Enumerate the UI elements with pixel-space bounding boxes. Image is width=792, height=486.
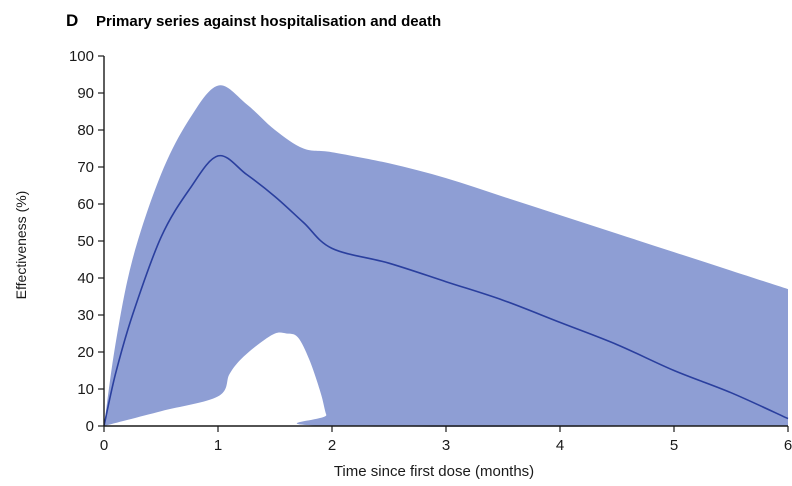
- axes: 0 10 20 30 40 50 60 70 80 90 100 0 1 2 3 4 5 6: [69, 48, 792, 454]
- x-tick-label: 0: [100, 437, 108, 454]
- x-tick-label: 4: [556, 437, 564, 454]
- y-tick-label: 20: [77, 344, 94, 361]
- y-tick-label: 30: [77, 307, 94, 324]
- y-axis-label: Effectiveness (%): [13, 191, 29, 300]
- y-tick-label: 70: [77, 159, 94, 176]
- panel-letter: D: [66, 11, 78, 30]
- y-tick-label: 90: [77, 85, 94, 102]
- y-ticks: 0 10 20 30 40 50 60 70 80 90 100: [69, 48, 104, 435]
- x-ticks: 0 1 2 3 4 5 6: [100, 426, 792, 454]
- x-tick-label: 5: [670, 437, 678, 454]
- y-tick-label: 40: [77, 270, 94, 287]
- x-tick-label: 3: [442, 437, 450, 454]
- x-axis-label: Time since first dose (months): [334, 463, 534, 480]
- x-tick-label: 1: [214, 437, 222, 454]
- y-tick-label: 0: [86, 418, 94, 435]
- estimate-line: [103, 154, 789, 427]
- y-tick-label: 60: [77, 196, 94, 213]
- y-tick-label: 80: [77, 122, 94, 139]
- x-tick-label: 6: [784, 437, 792, 454]
- confidence-band: [104, 85, 788, 427]
- x-tick-label: 2: [328, 437, 336, 454]
- chart-title: Primary series against hospitalisation a…: [96, 13, 441, 30]
- plot-area: [103, 85, 789, 427]
- y-tick-label: 10: [77, 381, 94, 398]
- y-tick-label: 100: [69, 48, 94, 65]
- y-tick-label: 50: [77, 233, 94, 250]
